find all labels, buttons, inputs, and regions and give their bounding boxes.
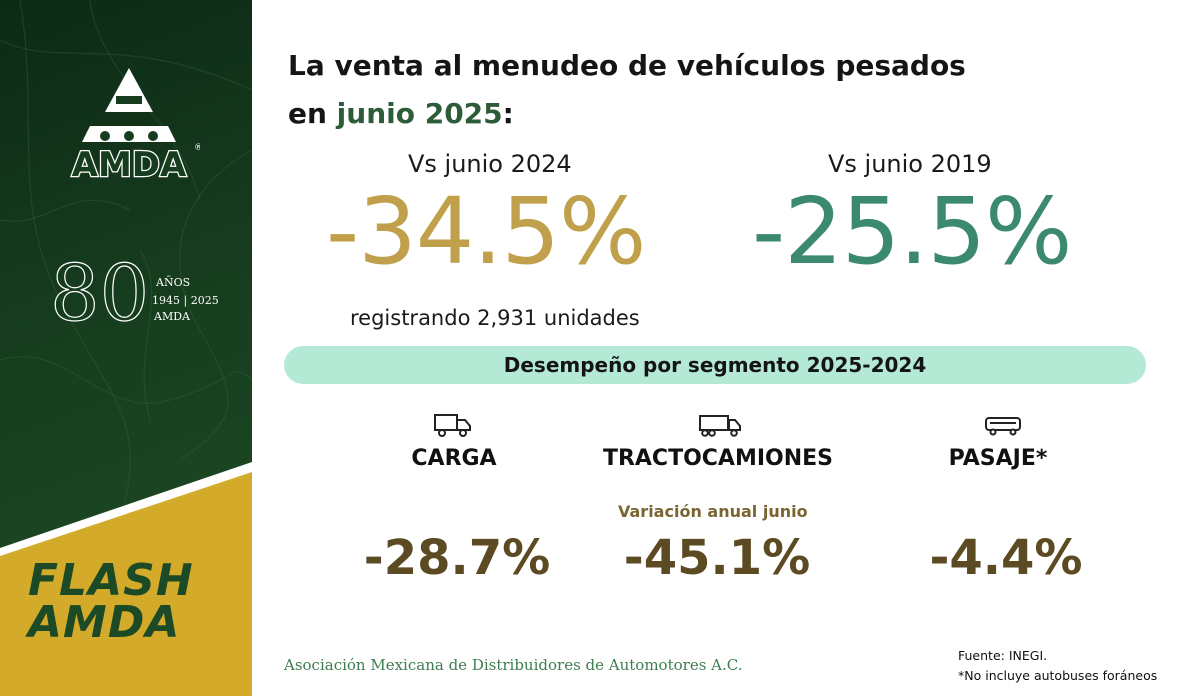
anniversary-org: AMDA xyxy=(153,310,191,323)
flash-amda-logo: FLASH AMDA xyxy=(28,555,238,650)
segment-name-pasaje: PASAJE* xyxy=(948,446,1048,471)
units-text: registrando 2,931 unidades xyxy=(350,306,640,330)
flash-line-2: AMDA xyxy=(28,597,181,648)
headline-line-1: La venta al menudeo de vehículos pesados xyxy=(288,49,966,82)
anniversary-badge: 80 AÑOS 1945 | 2025 AMDA xyxy=(49,248,218,336)
compare-value-2019: -25.5% xyxy=(752,178,1072,285)
segment-name-tractocamiones: TRACTOCAMIONES xyxy=(602,446,834,471)
headline-line-2: en junio 2025: xyxy=(288,90,1148,138)
segment-name-carga: CARGA xyxy=(411,446,497,471)
compare-label-2019: Vs junio 2019 xyxy=(828,150,992,178)
brand-sidebar: AMDA ® 80 AÑOS 1945 | 2025 AMDA FLASH AM… xyxy=(0,0,252,696)
headline-suffix: : xyxy=(502,97,514,130)
semi-truck-icon xyxy=(699,415,741,437)
anniversary-label: AÑOS xyxy=(155,275,190,289)
anniversary-years: 1945 | 2025 xyxy=(152,294,218,308)
anniversary-number: 80 xyxy=(50,249,149,336)
gold-wedge xyxy=(0,462,252,696)
headline-month: junio 2025 xyxy=(336,97,503,130)
headline-prefix: en xyxy=(288,97,337,130)
source-note: Fuente: INEGI. *No incluye autobuses for… xyxy=(958,646,1157,686)
logo-wordmark: AMDA xyxy=(72,145,187,182)
flash-line-1: FLASH xyxy=(28,555,194,606)
bus-icon xyxy=(985,417,1021,436)
registered-mark: ® xyxy=(194,143,200,153)
segment-title: Desempeño por segmento 2025-2024 xyxy=(503,353,927,377)
compare-value-2024: -34.5% xyxy=(326,178,646,285)
segment-value-pasaje: -4.4% xyxy=(929,530,1083,586)
truck-icon xyxy=(434,414,471,437)
association-name: Asociación Mexicana de Distribuidores de… xyxy=(284,656,743,674)
segment-title-band: Desempeño por segmento 2025-2024 xyxy=(284,346,1146,384)
segment-value-tractocamiones: -45.1% xyxy=(623,530,811,586)
source-text: Fuente: INEGI. xyxy=(958,648,1048,663)
variation-label: Variación anual junio xyxy=(618,502,808,521)
exclusion-note: *No incluye autobuses foráneos xyxy=(958,668,1158,683)
segment-value-carga: -28.7% xyxy=(363,530,551,586)
amda-logo: AMDA ® xyxy=(70,68,200,182)
headline: La venta al menudeo de vehículos pesados… xyxy=(288,42,1148,138)
compare-label-2024: Vs junio 2024 xyxy=(408,150,572,178)
